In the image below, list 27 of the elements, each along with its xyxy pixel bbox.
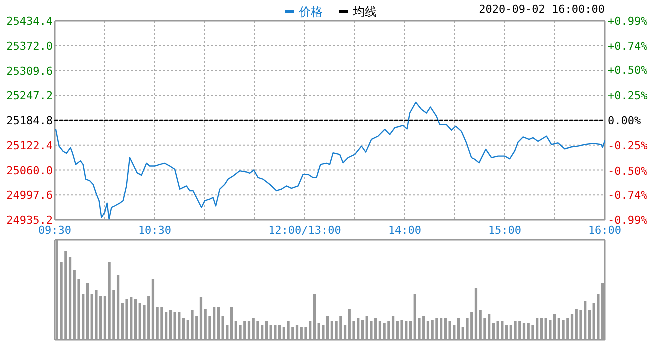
x-tick-label: 14:00 [388,224,422,237]
y-tick-label: 25372.0 [6,40,53,53]
text: -0.50% [608,164,648,178]
chart-subtitle: 2020-09-02 16:00:00 [479,3,605,16]
text: +0.99% [608,15,648,28]
y-tick-label: 25184.8 [6,114,53,128]
y-tick-label: 25309.6 [6,64,53,78]
text: +0.50% [608,64,648,78]
text: -0.25% [608,140,648,153]
x-tick-label: 15:00 [488,224,522,237]
x-tick-label: 16:00 [588,224,622,237]
text: -0.99% [608,214,648,227]
x-tick-label: 12:00/13:00 [268,224,342,237]
y-tick-label: 25060.0 [6,164,53,178]
legend-label: 均线 [352,5,377,19]
y-tick-label: 25434.4 [6,15,54,28]
text: 0.00% [608,114,642,128]
text: -0.74% [608,188,648,202]
x-tick-label: 09:30 [38,224,72,237]
text: +0.25% [608,89,648,102]
y-tick-label: 25122.4 [6,139,54,152]
y-tick-label: 24997.6 [6,189,53,202]
text: +0.74% [608,40,648,54]
x-tick-label: 10:30 [138,224,172,237]
y-tick-label: 24935.2 [6,214,53,227]
y-tick-label: 25247.2 [6,90,53,103]
legend-label: 价格 [298,5,323,19]
